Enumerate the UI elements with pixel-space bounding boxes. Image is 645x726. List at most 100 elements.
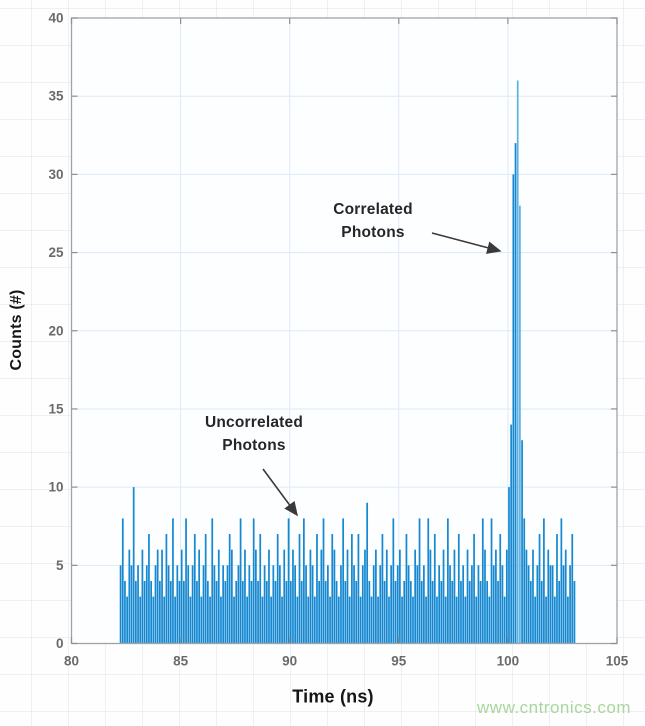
y-tick-label: 25 bbox=[48, 245, 64, 260]
histogram-bar bbox=[303, 518, 305, 644]
annotation-uncorrelated-photons: Uncorrelated Photons bbox=[205, 411, 303, 457]
histogram-bar bbox=[322, 518, 325, 644]
histogram-bar bbox=[130, 565, 133, 644]
histogram-bars bbox=[119, 80, 576, 644]
histogram-bar bbox=[172, 518, 174, 644]
annotation-correlated-line1: Correlated bbox=[333, 201, 413, 218]
histogram-bar bbox=[540, 580, 543, 644]
histogram-bar bbox=[508, 487, 510, 644]
histogram-bar bbox=[534, 596, 537, 644]
histogram-bar bbox=[320, 549, 323, 644]
x-tick-label: 80 bbox=[64, 654, 79, 669]
histogram-bar bbox=[503, 596, 506, 644]
y-tick-label: 20 bbox=[48, 323, 63, 338]
histogram-bar bbox=[351, 534, 353, 644]
histogram-bar bbox=[224, 580, 227, 644]
histogram-bar bbox=[361, 565, 364, 644]
histogram-bar bbox=[416, 565, 419, 644]
histogram-bar bbox=[549, 565, 552, 644]
histogram-bar bbox=[447, 518, 449, 644]
histogram-bar bbox=[457, 534, 460, 644]
histogram-bar bbox=[444, 596, 447, 644]
histogram-bar bbox=[246, 596, 249, 644]
histogram-bar bbox=[261, 596, 264, 644]
annotation-correlated-photons: Correlated Photons bbox=[333, 198, 413, 244]
histogram-bar bbox=[222, 565, 225, 644]
histogram-bar bbox=[475, 596, 478, 644]
histogram-bar bbox=[250, 580, 253, 644]
histogram-bar bbox=[464, 596, 467, 644]
y-tick-label: 5 bbox=[56, 558, 64, 573]
histogram-bar bbox=[431, 580, 434, 644]
histogram-bar bbox=[300, 580, 303, 644]
histogram-bar bbox=[436, 596, 438, 644]
histogram-bar bbox=[392, 518, 395, 644]
x-tick-label: 95 bbox=[391, 654, 407, 669]
histogram-bar bbox=[486, 580, 489, 644]
histogram-bar bbox=[477, 565, 480, 644]
histogram-bar bbox=[159, 580, 161, 644]
histogram-bar bbox=[368, 580, 371, 644]
histogram-bar bbox=[409, 580, 412, 644]
histogram-bar bbox=[119, 565, 122, 644]
histogram-bar bbox=[185, 518, 187, 644]
histogram-bar bbox=[473, 534, 475, 644]
histogram-bar bbox=[499, 534, 502, 644]
histogram-bar bbox=[337, 596, 340, 644]
histogram-bar bbox=[226, 565, 229, 644]
histogram-bar bbox=[442, 549, 445, 644]
histogram-bar bbox=[523, 518, 526, 644]
y-axis-title: Counts (#) bbox=[8, 289, 25, 371]
y-tick-label: 0 bbox=[56, 636, 64, 651]
histogram-bar bbox=[390, 565, 393, 644]
histogram-bar bbox=[228, 534, 231, 644]
histogram-bar bbox=[342, 518, 345, 644]
histogram-bar bbox=[433, 534, 436, 644]
histogram-bar bbox=[124, 580, 126, 644]
histogram-bar bbox=[217, 549, 220, 644]
histogram-bar bbox=[163, 596, 166, 644]
histogram-bar bbox=[451, 580, 454, 644]
histogram-bar bbox=[292, 549, 294, 644]
histogram-bar bbox=[268, 549, 270, 644]
histogram-bar bbox=[418, 518, 421, 644]
histogram-bar bbox=[237, 565, 240, 644]
histogram-bar bbox=[335, 580, 338, 644]
histogram-bar bbox=[150, 580, 152, 644]
histogram-bar bbox=[263, 565, 266, 644]
histogram-bar bbox=[294, 565, 297, 644]
histogram-bar bbox=[213, 565, 216, 644]
histogram-bar bbox=[527, 565, 530, 644]
histogram-bar bbox=[449, 565, 451, 644]
histogram-bar bbox=[233, 596, 235, 644]
histogram-bar bbox=[573, 580, 576, 644]
histogram-bar bbox=[484, 549, 486, 644]
histogram-bar bbox=[423, 565, 425, 644]
histogram-bar bbox=[388, 596, 390, 644]
histogram-bar bbox=[270, 596, 273, 644]
annotation-arrow-uncorrelated bbox=[262, 468, 298, 517]
histogram-bar bbox=[516, 80, 519, 644]
histogram-bar bbox=[139, 596, 142, 644]
histogram-bar bbox=[529, 580, 532, 644]
annotation-uncorrelated-line2: Photons bbox=[222, 437, 286, 454]
histogram-bar bbox=[377, 596, 379, 644]
histogram-bar bbox=[200, 596, 203, 644]
histogram-bar bbox=[501, 565, 504, 644]
histogram-bar bbox=[551, 565, 554, 644]
histogram-bar bbox=[257, 580, 259, 644]
histogram-bar bbox=[553, 596, 556, 644]
histogram-bar bbox=[202, 565, 205, 644]
histogram-bar bbox=[311, 565, 314, 644]
histogram-bar bbox=[283, 549, 286, 644]
histogram-bar bbox=[455, 596, 458, 644]
histogram-bar bbox=[394, 580, 397, 644]
histogram-bar bbox=[364, 549, 366, 644]
histogram-bar bbox=[379, 565, 382, 644]
histogram-bar bbox=[191, 565, 194, 644]
histogram-bar bbox=[180, 549, 183, 644]
histogram-bar bbox=[375, 549, 377, 644]
y-tick-labels: 0 5 10 15 20 25 30 35 40 bbox=[48, 11, 64, 652]
histogram-bar bbox=[468, 580, 471, 644]
